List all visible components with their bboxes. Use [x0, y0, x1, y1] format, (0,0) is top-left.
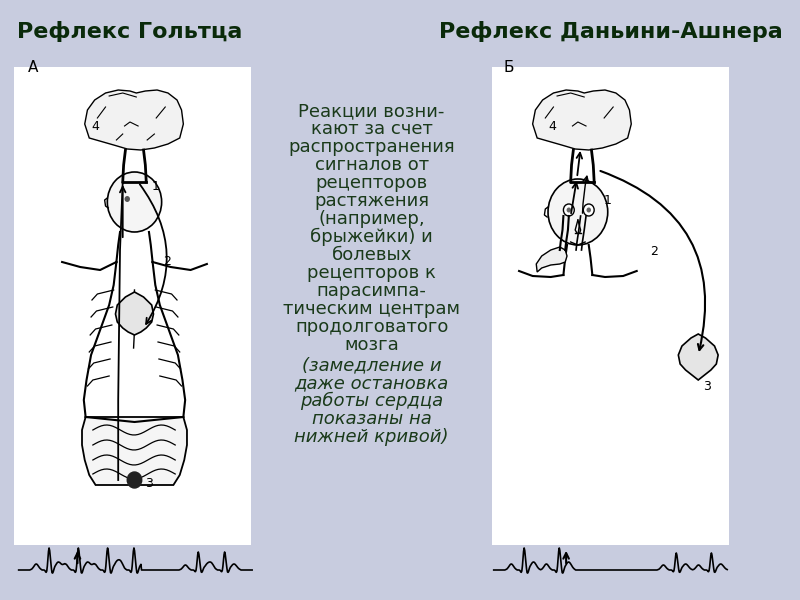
Text: парасимпа-: парасимпа- — [317, 282, 426, 300]
Polygon shape — [115, 292, 154, 335]
Text: распространения: распространения — [288, 138, 455, 156]
Polygon shape — [85, 90, 183, 150]
Circle shape — [548, 179, 608, 245]
Text: брыжейки) и: брыжейки) и — [310, 228, 433, 246]
Text: продолговатого: продолговатого — [295, 318, 448, 336]
Text: 3: 3 — [702, 380, 710, 393]
Text: кают за счет: кают за счет — [310, 120, 433, 138]
Text: 1: 1 — [603, 194, 611, 207]
Circle shape — [583, 204, 594, 216]
Text: 2: 2 — [163, 255, 171, 268]
Text: рецепторов: рецепторов — [315, 174, 428, 192]
Text: 1: 1 — [152, 180, 159, 193]
Text: показаны на: показаны на — [312, 410, 431, 428]
Text: (замедление и: (замедление и — [302, 356, 442, 374]
Polygon shape — [536, 247, 567, 272]
FancyBboxPatch shape — [14, 67, 251, 545]
Polygon shape — [82, 417, 187, 485]
Polygon shape — [533, 90, 631, 150]
Circle shape — [125, 196, 130, 202]
Circle shape — [127, 472, 142, 488]
Text: рецепторов к: рецепторов к — [307, 264, 436, 282]
Text: 4: 4 — [548, 120, 556, 133]
Text: 2: 2 — [650, 245, 658, 258]
Text: мозга: мозга — [344, 336, 399, 354]
Text: тическим центрам: тическим центрам — [283, 300, 460, 318]
Text: нижней кривой): нижней кривой) — [294, 428, 449, 446]
Text: сигналов от: сигналов от — [314, 156, 429, 174]
Circle shape — [107, 172, 162, 232]
Text: работы сердца: работы сердца — [300, 392, 443, 410]
Circle shape — [563, 204, 574, 216]
FancyBboxPatch shape — [492, 67, 729, 545]
Text: даже остановка: даже остановка — [294, 374, 449, 392]
Text: Рефлекс Гольтца: Рефлекс Гольтца — [18, 22, 242, 43]
Text: растяжения: растяжения — [314, 192, 429, 210]
Circle shape — [566, 208, 571, 212]
Text: 4: 4 — [91, 120, 99, 133]
Text: А: А — [28, 60, 38, 75]
Text: болевых: болевых — [331, 246, 412, 264]
Text: Б: Б — [504, 60, 514, 75]
Text: Реакции возни-: Реакции возни- — [298, 102, 445, 120]
Polygon shape — [678, 334, 718, 380]
Text: 3: 3 — [146, 477, 154, 490]
Text: (например,: (например, — [318, 210, 425, 228]
Text: Рефлекс Даньини-Ашнера: Рефлекс Даньини-Ашнера — [438, 22, 782, 43]
Circle shape — [586, 208, 591, 212]
